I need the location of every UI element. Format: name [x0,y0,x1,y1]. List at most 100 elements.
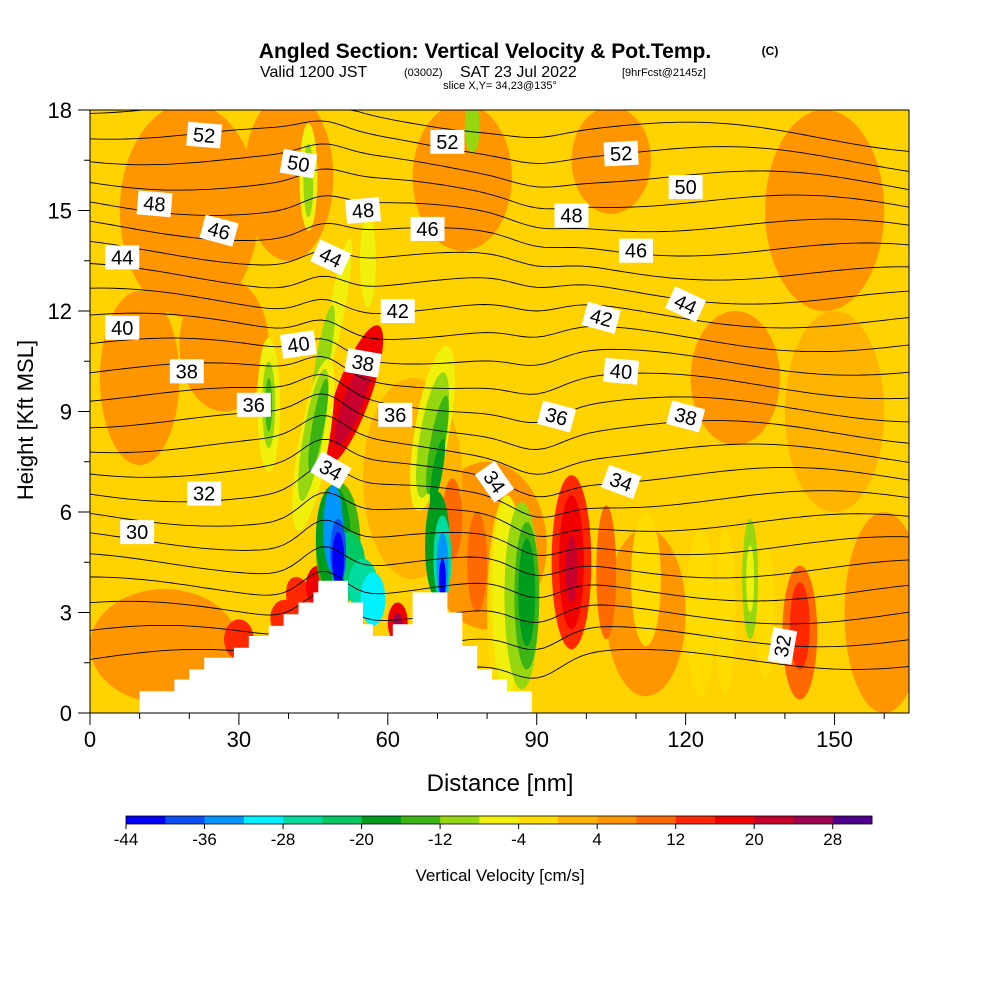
theta-isoline [90,287,909,329]
contour-label-text: 46 [416,219,438,241]
chart-title: Angled Section: Vertical Velocity & Pot.… [259,40,711,63]
contour-label-text: 52 [436,132,458,154]
contour-label-text: 48 [142,193,166,217]
theta-isoline [90,337,909,376]
colorbar-swatch [518,816,559,824]
velocity-region [755,545,775,680]
vertical-velocity-field [90,110,909,713]
velocity-region [690,311,780,445]
contour-label-box [665,286,707,323]
contour-label-box [169,359,204,384]
colorbar-tick-label: 4 [592,830,601,849]
colorbar-swatch [557,816,598,824]
contour-label-text: 30 [126,522,148,544]
y-axis-label: Height [Kft MSL] [13,340,38,500]
contour-label: 46 [619,238,653,263]
terrain [90,580,909,713]
contour-label-box [105,245,140,270]
theta-isoline [90,263,909,305]
contour-label-box [666,400,706,433]
contour-label-box [186,121,223,149]
contour-label-text: 40 [111,318,133,340]
contour-label: 32 [767,627,798,665]
contour-label-box [474,461,515,503]
contour-label-box [537,400,577,433]
theta-isoline [90,546,909,579]
colorbar: -44 -36 -28 -20 -12 -4 4 12 20 28 [114,815,873,849]
contour-label-text: 38 [176,361,198,383]
colorbar-swatch [204,816,245,824]
x-tick-label: 30 [227,727,251,752]
contour-label-box [601,464,642,499]
forecast-label: [9hrFcst@2145z] [622,67,706,79]
colorbar-swatch [714,816,755,824]
contour-label: 48 [554,203,589,228]
theta-isoline [90,240,909,281]
contour-label: 40 [279,330,317,359]
colorbar-swatch [832,816,873,824]
velocity-region [746,545,755,613]
y-tick-label: 15 [48,199,72,224]
contour-label: 52 [186,121,223,149]
contour-label-box [310,239,352,276]
theta-isoline [90,630,909,679]
colorbar-swatch [793,816,834,824]
velocity-region [631,512,661,646]
contour-label-text: 38 [350,351,376,377]
theta-isoline [90,464,909,518]
y-tick-label: 3 [60,601,72,626]
velocity-region [765,110,885,311]
theta-isoline [90,143,909,191]
contour-label-box [410,216,445,241]
theta-isoline [90,393,909,450]
contour-label-text: 48 [560,206,582,228]
y-tick-label: 12 [48,299,72,324]
velocity-region [789,582,810,670]
contour-label: 42 [380,299,415,323]
potential-temperature-contours [90,110,909,679]
contour-label: 40 [603,357,640,385]
valid-utc: (0300Z) [404,67,443,79]
x-tick-label: 120 [667,727,704,752]
velocity-region [360,213,376,308]
contour-label-text: 52 [192,124,216,148]
contour-label: 46 [410,216,445,241]
contour-label-box [236,392,271,417]
contour-label: 36 [378,402,413,427]
contour-label-text: 50 [285,152,311,178]
theta-isoline [90,355,909,400]
contour-label: 38 [344,348,382,378]
velocity-region [438,558,446,600]
contour-label-box [105,315,140,340]
colorbar-swatch [440,816,480,824]
contour-label-text: 42 [387,301,409,323]
colorbar-swatch [400,816,441,824]
colorbar-swatch [479,816,520,824]
colorbar-swatch [165,816,205,824]
theta-isoline [90,570,909,602]
velocity-region [715,528,736,697]
field-blobs [90,110,909,713]
colorbar-swatch [283,816,323,824]
contour-label-box [767,627,798,665]
contour-label: 50 [668,175,703,200]
contour-label: 46 [199,214,239,247]
contour-label-text: 50 [675,177,697,199]
theta-isoline [90,414,909,475]
velocity-region [844,512,909,713]
contour-label-text: 36 [243,395,265,417]
y-tick-label: 6 [60,500,72,525]
contour-label-box [136,190,173,218]
contour-label-box [603,140,639,167]
contour-label-text: 40 [286,333,311,358]
contour-label: 32 [187,481,222,506]
contour-label-text: 32 [771,633,797,659]
theta-isoline [90,120,909,172]
colorbar-tick-label: -44 [114,830,139,849]
velocity-region [596,505,617,640]
colorbar-swatch [126,816,166,824]
valid-date: SAT 23 Jul 2022 [460,64,577,81]
theta-isoline [90,592,909,625]
